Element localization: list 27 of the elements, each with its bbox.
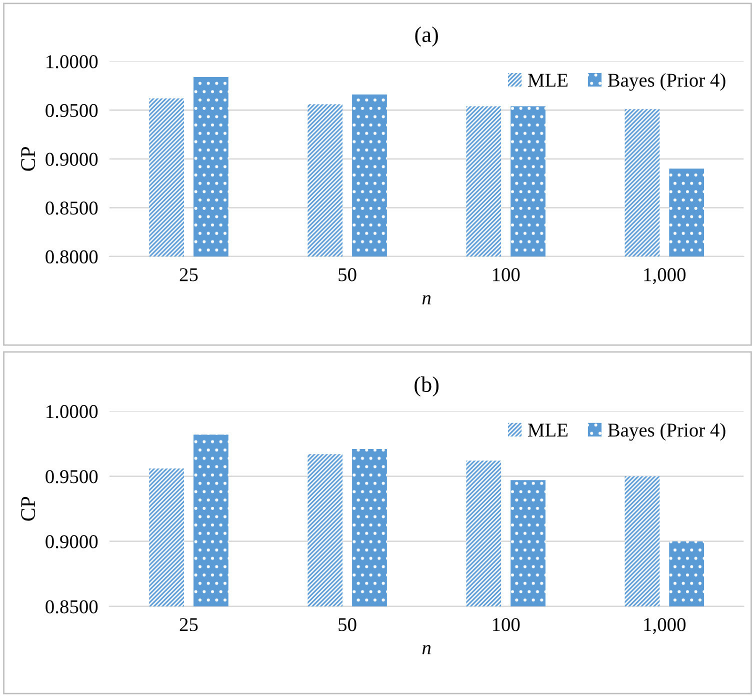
x-tick-label: 1,000 bbox=[644, 268, 686, 284]
y-tick-label: 0.9000 bbox=[46, 152, 98, 166]
legend-label: MLE bbox=[528, 74, 568, 87]
x-axis-title: n bbox=[422, 295, 431, 304]
x-tick-label: 100 bbox=[492, 618, 520, 632]
x-tick-label: 25 bbox=[180, 268, 198, 282]
legend-label: MLE bbox=[528, 424, 568, 436]
y-axis-title: CP bbox=[21, 496, 36, 521]
x-axis-title: n bbox=[422, 645, 431, 654]
y-tick-label: 0.8500 bbox=[46, 202, 98, 215]
x-tick-label: 50 bbox=[338, 268, 356, 282]
y-tick-label: 1.0000 bbox=[46, 405, 98, 418]
y-tick-label: 0.9000 bbox=[46, 535, 98, 548]
x-tick-label: 100 bbox=[492, 268, 520, 282]
y-tick-label: 0.8000 bbox=[46, 250, 98, 264]
y-tick-label: 1.0000 bbox=[46, 55, 98, 68]
y-tick-label: 0.9500 bbox=[46, 104, 98, 118]
y-tick-label: 0.8500 bbox=[46, 600, 98, 614]
legend-label: Bayes (Prior 4) bbox=[608, 73, 726, 91]
legend-label: Bayes (Prior 4) bbox=[608, 422, 726, 441]
x-tick-label: 1,000 bbox=[644, 618, 686, 634]
x-tick-label: 50 bbox=[338, 618, 356, 632]
chart-title: (b) bbox=[414, 376, 439, 397]
y-axis-title: CP bbox=[21, 147, 36, 171]
x-tick-label: 25 bbox=[180, 618, 198, 632]
chart-title: (a) bbox=[415, 26, 438, 47]
y-tick-label: 0.9500 bbox=[46, 470, 98, 484]
